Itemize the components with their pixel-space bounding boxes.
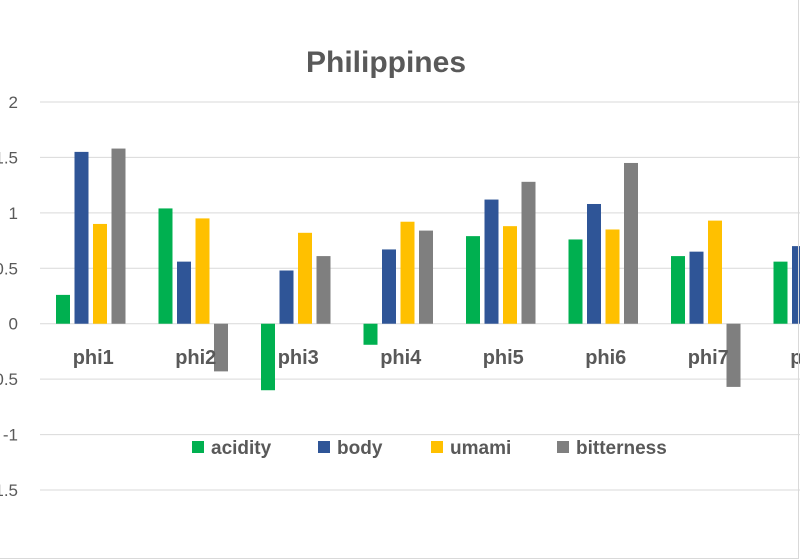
x-tick-label: phi6: [585, 347, 626, 369]
bar-umami-phi4: [400, 221, 415, 324]
bar-body-phi8: [792, 246, 800, 324]
bar-body-phi2: [177, 261, 191, 324]
bar-body-phi1: [74, 151, 89, 324]
bar-umami-phi5: [503, 226, 517, 324]
legend-swatch-body: [318, 441, 330, 453]
bar-umami-phi2: [195, 218, 210, 324]
bar-umami-phi6: [605, 229, 620, 324]
y-tick-label: 1: [9, 204, 18, 223]
x-tick-label: phi8: [790, 347, 800, 369]
bar-bitterness-phi5: [521, 181, 536, 324]
bar-body-phi4: [382, 249, 396, 324]
chart-title: Philippines: [306, 46, 466, 79]
x-tick-label: phi3: [278, 347, 319, 369]
x-tick-label: phi7: [688, 347, 729, 369]
y-tick-label: 2: [9, 93, 18, 112]
bar-acidity-phi1: [56, 294, 70, 324]
bar-acidity-phi2: [158, 208, 173, 324]
y-tick-label: -1: [3, 426, 18, 445]
bar-acidity-phi7: [671, 256, 685, 324]
bar-bitterness-phi1: [111, 148, 126, 324]
bar-bitterness-phi4: [419, 230, 433, 324]
y-tick-label: 1.5: [0, 148, 18, 167]
bar-body-phi7: [689, 251, 704, 324]
bar-body-phi5: [484, 199, 499, 324]
bar-umami-phi7: [708, 220, 722, 324]
bars: [56, 148, 800, 391]
y-tick-label: -1.5: [0, 481, 18, 500]
bar-body-phi3: [279, 270, 294, 324]
legend-label-bitterness: bitterness: [576, 438, 667, 459]
bar-bitterness-phi6: [624, 162, 638, 324]
x-axis-ticks: phi1 phi2 phi3 phi4 phi5 phi6 phi7 phi8: [73, 347, 800, 369]
legend-label-acidity: acidity: [211, 438, 272, 459]
bar-umami-phi3: [298, 232, 312, 324]
bar-acidity-phi5: [466, 236, 480, 324]
legend-label-body: body: [337, 438, 383, 459]
bar-bitterness-phi3: [316, 256, 331, 324]
y-tick-label: 0.5: [0, 259, 18, 278]
bar-bitterness-phi2: [214, 323, 228, 372]
legend-swatch-acidity: [192, 441, 204, 453]
x-tick-label: phi5: [483, 347, 524, 369]
bar-acidity-phi4: [363, 323, 378, 345]
x-tick-label: phi1: [73, 347, 114, 369]
legend-swatch-bitterness: [557, 441, 569, 453]
x-tick-label: phi2: [175, 347, 216, 369]
bar-acidity-phi6: [568, 239, 583, 324]
bar-body-phi6: [587, 203, 601, 324]
legend-label-umami: umami: [450, 438, 511, 459]
x-tick-label: phi4: [380, 347, 422, 369]
bar-bitterness-phi7: [726, 323, 741, 387]
legend-swatch-umami: [431, 441, 443, 453]
bar-umami-phi1: [93, 223, 107, 324]
y-tick-label: 0: [9, 315, 18, 334]
bar-acidity-phi3: [261, 323, 275, 391]
y-axis-ticks: 2 1.5 1 0.5 0 -0.5 -1 -1.5: [0, 93, 18, 500]
legend: acidity body umami bitterness: [192, 438, 667, 459]
bar-acidity-phi8: [773, 261, 788, 324]
y-tick-label: -0.5: [0, 370, 18, 389]
